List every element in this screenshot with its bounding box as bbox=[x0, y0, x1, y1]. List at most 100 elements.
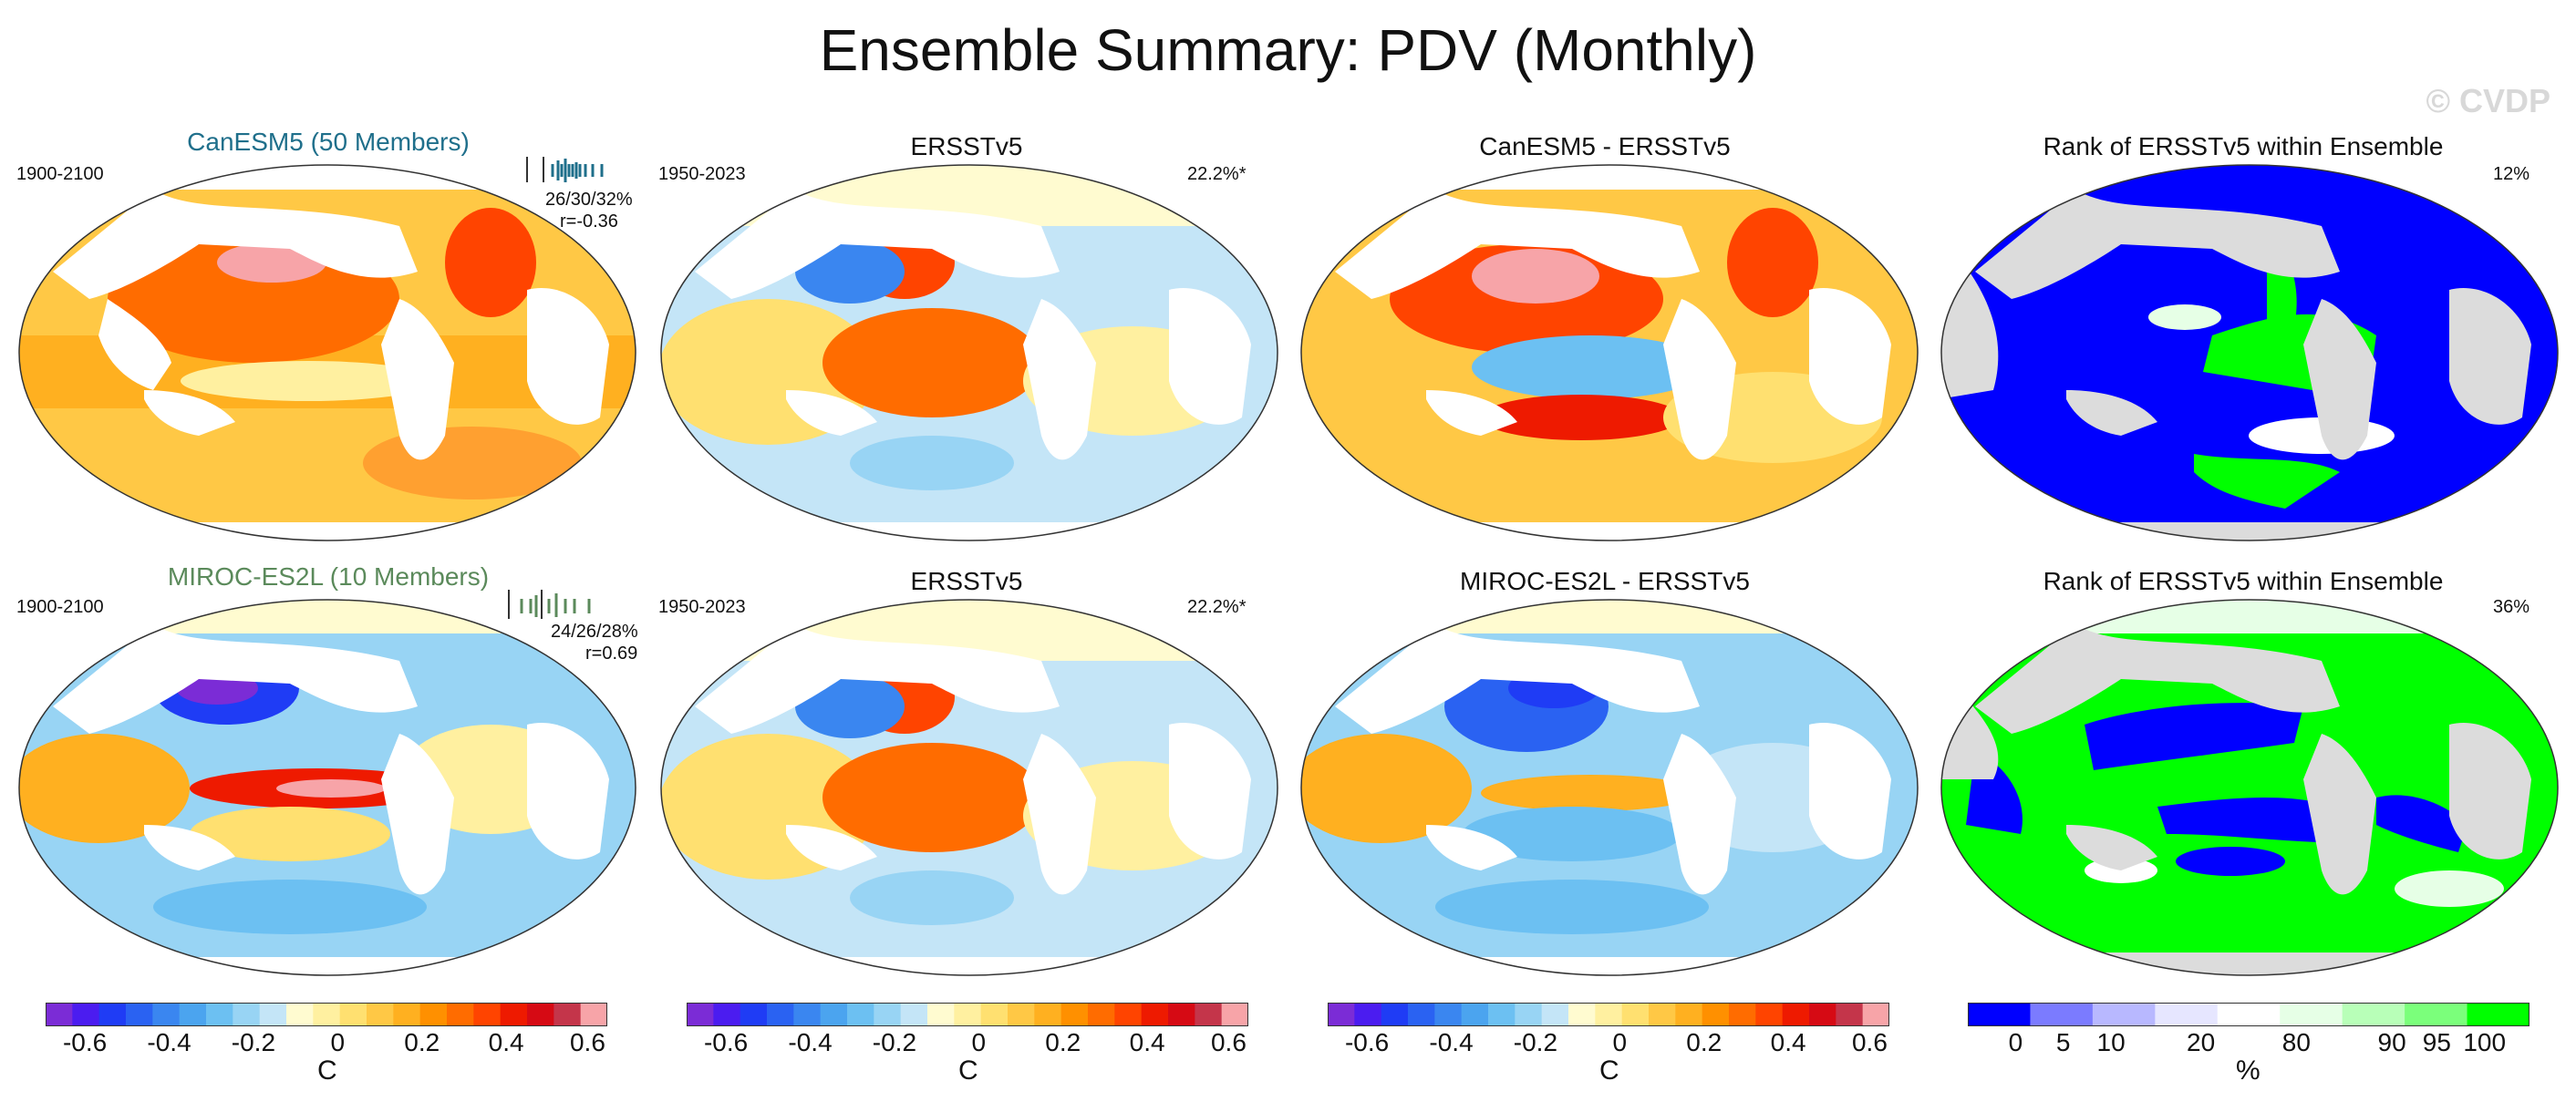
colorbar-swatch bbox=[767, 1003, 794, 1026]
colorbar-tick-label: 0 bbox=[1612, 1028, 1628, 1056]
colorbar-tick-label: 95 bbox=[2422, 1028, 2451, 1056]
colorbar-swatch bbox=[98, 1003, 127, 1026]
colorbar-tick-label: 90 bbox=[2377, 1028, 2406, 1056]
obs-period-2: 1950-2023 bbox=[658, 597, 746, 617]
colorbar-swatch bbox=[1328, 1003, 1355, 1026]
colorbar-tick-label: 0 bbox=[330, 1028, 346, 1056]
map-rank-1 bbox=[1940, 164, 2559, 541]
colorbar-swatch bbox=[500, 1003, 528, 1026]
model-period-2: 1900-2100 bbox=[16, 597, 104, 617]
colorbar-tick-label: 0.6 bbox=[569, 1028, 605, 1056]
diff-title-1: CanESM5 - ERSSTv5 bbox=[1479, 132, 1731, 160]
rank-title-1: Rank of ERSSTv5 within Ensemble bbox=[2043, 132, 2444, 160]
colorbar-swatch bbox=[1595, 1003, 1623, 1026]
model-title-1: CanESM5 (50 Members) bbox=[187, 128, 470, 156]
diff-title-2: MIROC-ES2L - ERSSTv5 bbox=[1460, 567, 1750, 595]
colorbar-swatch bbox=[1221, 1003, 1248, 1026]
model-stats-2: 24/26/28% bbox=[551, 622, 638, 642]
colorbar-tick-label: 100 bbox=[2463, 1028, 2507, 1056]
rank-title-2: Rank of ERSSTv5 within Ensemble bbox=[2043, 567, 2444, 595]
colorbar-tick-label: -0.2 bbox=[872, 1028, 917, 1056]
colorbar-swatch bbox=[580, 1003, 607, 1026]
colorbar-swatch bbox=[1568, 1003, 1596, 1026]
model-corr-1: r=-0.36 bbox=[560, 211, 618, 232]
colorbar-swatch bbox=[1195, 1003, 1223, 1026]
colorbar-2-labels: -0.6 -0.4 -0.2 0 0.2 0.4 0.6 bbox=[687, 1028, 1248, 1061]
obs-title-1: ERSSTv5 bbox=[910, 132, 1023, 160]
colorbar-tick-label: 0.6 bbox=[1851, 1028, 1888, 1056]
colorbar-swatch bbox=[286, 1003, 314, 1026]
map-obs-2 bbox=[660, 599, 1278, 976]
map-diff-1 bbox=[1300, 164, 1919, 541]
obs-pct-2: 22.2%* bbox=[1187, 597, 1247, 617]
colorbar-swatch bbox=[874, 1003, 902, 1026]
colorbar-swatch bbox=[152, 1003, 181, 1026]
colorbar-swatch bbox=[2280, 1003, 2343, 1026]
watermark: © CVDP bbox=[2426, 82, 2550, 119]
colorbar-tick-label: -0.4 bbox=[147, 1028, 191, 1056]
colorbar-swatch bbox=[1114, 1003, 1143, 1026]
colorbar-tick-label: -0.6 bbox=[62, 1028, 108, 1056]
colorbar-swatch bbox=[2217, 1003, 2281, 1026]
colorbar-swatch bbox=[1408, 1003, 1435, 1026]
colorbar-swatch bbox=[1675, 1003, 1703, 1026]
model-stats-1: 26/30/32% bbox=[545, 190, 633, 210]
colorbar-swatch bbox=[954, 1003, 982, 1026]
colorbar-tick-label: -0.2 bbox=[1513, 1028, 1558, 1056]
colorbar-swatch bbox=[927, 1003, 955, 1026]
colorbar-3-unit: C bbox=[1599, 1055, 1619, 1086]
map-diff-2 bbox=[1300, 599, 1919, 976]
colorbar-tick-label: 0 bbox=[2008, 1028, 2023, 1056]
colorbar-swatch bbox=[527, 1003, 554, 1026]
colorbar-1-unit: C bbox=[317, 1055, 337, 1086]
model-period-1: 1900-2100 bbox=[16, 164, 104, 184]
colorbar-tick-label: 5 bbox=[2055, 1028, 2071, 1056]
model-title-2: MIROC-ES2L (10 Members) bbox=[167, 562, 490, 591]
colorbar-swatch bbox=[2342, 1003, 2405, 1026]
colorbar-tick-label: -0.2 bbox=[231, 1028, 276, 1056]
colorbar-swatch bbox=[1488, 1003, 1516, 1026]
colorbar-tick-label: 0.2 bbox=[404, 1028, 440, 1056]
colorbar-swatch bbox=[1729, 1003, 1756, 1026]
colorbar-swatch bbox=[1809, 1003, 1836, 1026]
colorbar-swatch bbox=[1755, 1003, 1784, 1026]
map-rank-2 bbox=[1940, 599, 2559, 976]
colorbar-swatch bbox=[259, 1003, 287, 1026]
colorbar-swatch bbox=[1461, 1003, 1489, 1026]
colorbar-tick-label: 0.6 bbox=[1210, 1028, 1247, 1056]
colorbar-swatch bbox=[1008, 1003, 1035, 1026]
colorbar-swatch bbox=[2030, 1003, 2094, 1026]
colorbar-swatch bbox=[2155, 1003, 2219, 1026]
colorbar-swatch bbox=[1034, 1003, 1062, 1026]
obs-period-1: 1950-2023 bbox=[658, 164, 746, 184]
ensemble-ticks-2 bbox=[508, 590, 591, 619]
map-model-2 bbox=[18, 599, 636, 976]
colorbar-swatch bbox=[126, 1003, 153, 1026]
colorbar-swatch bbox=[2405, 1003, 2468, 1026]
colorbar-swatch bbox=[473, 1003, 502, 1026]
colorbar-swatch bbox=[1168, 1003, 1195, 1026]
rank-pct-2: 36% bbox=[2493, 597, 2530, 617]
colorbar-swatch bbox=[233, 1003, 261, 1026]
colorbar-swatch bbox=[447, 1003, 474, 1026]
colorbar-tick-label: 0.4 bbox=[1129, 1028, 1165, 1056]
colorbar-swatch bbox=[980, 1003, 1009, 1026]
colorbar-swatch bbox=[367, 1003, 394, 1026]
colorbar-swatch bbox=[339, 1003, 367, 1026]
colorbar-swatch bbox=[1354, 1003, 1382, 1026]
obs-pct-1: 22.2%* bbox=[1187, 164, 1247, 184]
colorbar-tick-label: 20 bbox=[2187, 1028, 2216, 1056]
colorbar-swatch bbox=[1088, 1003, 1115, 1026]
colorbar-tick-label: 0.4 bbox=[1770, 1028, 1806, 1056]
colorbar-swatch bbox=[1515, 1003, 1543, 1026]
colorbar-swatch bbox=[713, 1003, 741, 1026]
colorbar-rank bbox=[1968, 1003, 2529, 1026]
colorbar-swatch bbox=[1381, 1003, 1409, 1026]
map-model-1 bbox=[18, 164, 636, 541]
colorbar-1 bbox=[46, 1003, 607, 1026]
colorbar-swatch bbox=[1141, 1003, 1169, 1026]
colorbar-swatch bbox=[206, 1003, 233, 1026]
colorbar-tick-label: -0.4 bbox=[788, 1028, 833, 1056]
colorbar-swatch bbox=[1968, 1003, 2031, 1026]
colorbar-swatch bbox=[900, 1003, 928, 1026]
